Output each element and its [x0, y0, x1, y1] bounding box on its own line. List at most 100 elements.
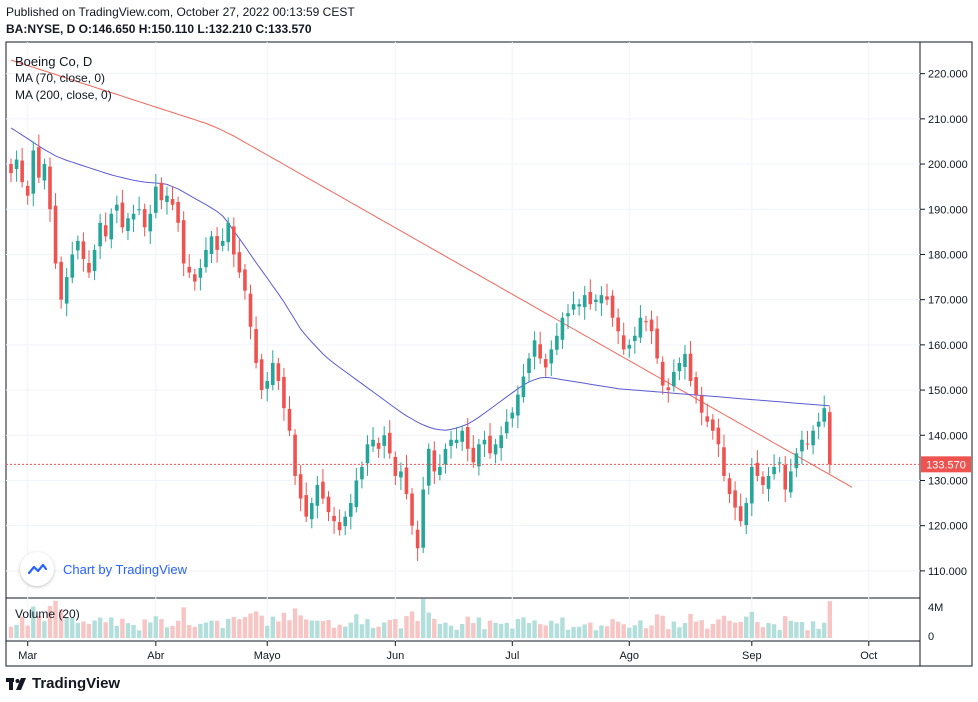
volume-bar: [231, 617, 236, 638]
volume-bar: [270, 616, 275, 638]
volume-bar: [348, 622, 353, 638]
candle-body: [683, 353, 687, 368]
candle-body: [783, 464, 788, 490]
volume-bar: [822, 622, 827, 638]
candle-body: [92, 249, 97, 272]
candle-body: [304, 495, 309, 517]
candle-body: [170, 199, 175, 205]
ma200-line: [10, 59, 853, 488]
candle-body: [655, 328, 659, 359]
candle-body: [243, 269, 247, 291]
volume-bar: [381, 622, 387, 638]
candle-body: [31, 150, 36, 194]
candle-body: [649, 319, 654, 332]
symbol-legend: Boeing Co, D: [15, 54, 93, 69]
candle-body: [64, 277, 69, 304]
volume-bar: [237, 619, 242, 638]
volume-bar: [136, 630, 142, 638]
volume-bar: [103, 622, 108, 638]
candle-body: [733, 490, 737, 508]
candle-body: [549, 349, 554, 364]
volume-bar: [632, 625, 638, 638]
volume-bar: [259, 615, 264, 638]
volume-bar: [281, 612, 287, 638]
volume-bar: [309, 620, 314, 638]
published-info: Published on TradingView.com, October 27…: [6, 5, 355, 19]
candle-body: [627, 344, 632, 349]
candle-body: [276, 363, 281, 382]
candle-body: [493, 444, 498, 455]
candle-body: [198, 268, 203, 278]
x-tick-label: Sep: [742, 650, 762, 662]
volume-bar: [537, 624, 543, 638]
candle-body: [321, 481, 325, 499]
tradingview-cloud-icon: [20, 552, 54, 586]
volume-bar: [476, 617, 482, 638]
volume-bar: [638, 620, 643, 638]
volume-bar: [226, 618, 231, 638]
candle-body: [816, 421, 821, 427]
volume-bar: [437, 623, 443, 638]
volume-bar: [276, 621, 281, 638]
candle-body: [360, 466, 364, 480]
candle-body: [270, 362, 275, 386]
candle-body: [588, 292, 593, 305]
candle-body: [822, 408, 827, 422]
volume-bar: [376, 626, 381, 638]
candle-body: [148, 213, 153, 232]
volume-bar: [699, 620, 704, 638]
candle-body: [237, 252, 242, 273]
candle-body: [282, 376, 286, 409]
candle-body: [165, 195, 169, 203]
volume-bar: [214, 620, 220, 638]
candle-body: [454, 439, 459, 444]
volume-bar: [432, 618, 437, 638]
tradingview-brand[interactable]: TradingView: [6, 675, 120, 692]
volume-bar: [532, 620, 537, 638]
volume-bar: [727, 620, 732, 638]
candle-body: [727, 478, 732, 495]
candle-body: [103, 225, 108, 237]
candle-body: [716, 427, 721, 445]
candle-body: [488, 435, 492, 454]
volume-bar: [292, 608, 298, 638]
candle-body: [761, 476, 765, 485]
candle-body: [426, 448, 431, 486]
volume-bar: [109, 617, 114, 638]
candle-body: [538, 344, 542, 359]
volume-bar: [526, 623, 532, 638]
candle-body: [393, 456, 398, 476]
volume-bar: [198, 623, 203, 638]
tradingview-attribution[interactable]: Chart by TradingView: [20, 552, 187, 586]
candle-body: [677, 362, 682, 372]
volume-bar: [777, 630, 782, 638]
volume-bar: [175, 620, 181, 638]
volume-bar: [732, 622, 738, 638]
volume-bar: [393, 619, 398, 638]
volume-bar: [510, 628, 515, 638]
volume-bar: [170, 625, 175, 638]
volume-bar: [265, 625, 270, 638]
candle-body: [460, 430, 464, 442]
volume-bar: [805, 630, 810, 638]
candle-body: [477, 444, 481, 467]
brand-name: TradingView: [32, 675, 121, 692]
candle-body: [20, 160, 24, 183]
volume-bar: [799, 621, 805, 638]
volume-bar: [755, 622, 760, 638]
volume-bar: [92, 620, 97, 638]
candle-body: [800, 439, 804, 452]
candle-body: [59, 261, 63, 300]
x-tick-label: Mayo: [254, 650, 281, 662]
volume-bar: [81, 621, 86, 638]
volume-bar: [331, 627, 337, 638]
volume-bar: [64, 617, 69, 638]
volume-bar: [131, 625, 136, 638]
quote-summary: BA:NYSE, D O:146.650 H:150.110 L:132.210…: [6, 22, 312, 36]
ma70-series: [10, 127, 830, 431]
volume-bar: [744, 616, 749, 638]
candle-body: [193, 274, 197, 282]
volume-bar: [148, 622, 153, 638]
volume-bar: [465, 616, 470, 638]
